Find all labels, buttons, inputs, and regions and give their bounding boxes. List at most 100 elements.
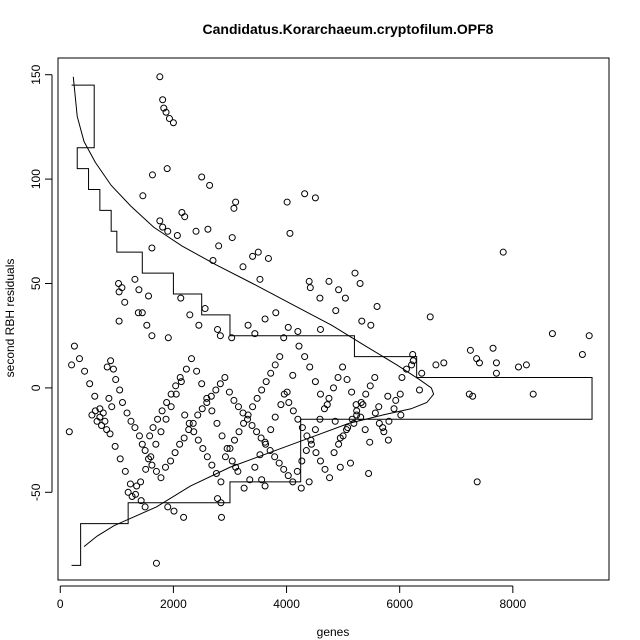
x-tick-label: 6000 (386, 597, 413, 611)
data-point (189, 419, 197, 427)
data-point (254, 248, 262, 256)
data-point (235, 428, 243, 436)
data-point (251, 330, 259, 338)
data-point (306, 363, 314, 371)
data-point (325, 394, 333, 402)
data-point (135, 286, 143, 294)
data-point (96, 413, 104, 421)
data-point (256, 275, 264, 283)
data-point (139, 192, 147, 200)
data-point (353, 411, 361, 419)
data-point (198, 405, 206, 413)
data-point (214, 495, 222, 503)
data-point (283, 198, 291, 206)
data-point (267, 426, 275, 434)
data-point (258, 386, 266, 394)
data-point (275, 459, 283, 467)
data-point (284, 323, 292, 331)
data-point (109, 365, 117, 373)
data-point (294, 328, 302, 336)
data-point (213, 419, 221, 427)
data-point (228, 457, 236, 465)
data-point (341, 294, 349, 302)
data-point (251, 463, 259, 471)
data-point (154, 415, 162, 423)
data-point (148, 244, 156, 252)
data-point (578, 350, 586, 358)
data-point (418, 369, 426, 377)
data-point (301, 353, 309, 361)
data-point (384, 436, 392, 444)
data-point (99, 409, 107, 417)
data-point (371, 373, 379, 381)
density-curve (72, 76, 435, 547)
data-point (172, 382, 180, 390)
data-point (185, 419, 193, 427)
data-point (343, 376, 351, 384)
data-point (492, 359, 500, 367)
data-point (138, 309, 146, 317)
data-point (215, 242, 223, 250)
data-point (348, 415, 356, 423)
data-point (134, 309, 142, 317)
data-point (115, 280, 123, 288)
data-point (181, 213, 189, 221)
data-point (137, 478, 145, 486)
data-point (164, 334, 172, 342)
data-point (135, 432, 143, 440)
data-point (101, 417, 109, 425)
histogram-layer (71, 84, 593, 566)
data-point (514, 363, 522, 371)
data-point (239, 263, 247, 271)
data-point (267, 369, 275, 377)
data-point (262, 378, 270, 386)
x-tick-label: 0 (57, 597, 64, 611)
data-point (164, 503, 172, 511)
data-point (157, 428, 165, 436)
data-point (86, 380, 94, 388)
data-point (335, 286, 343, 294)
data-point (228, 334, 236, 342)
data-point (284, 472, 292, 480)
data-point (148, 461, 156, 469)
points-layer (65, 73, 593, 567)
data-point (203, 394, 211, 402)
data-point (148, 332, 156, 340)
data-point (221, 373, 229, 381)
data-point (339, 432, 347, 440)
data-point (253, 428, 261, 436)
data-point (396, 390, 404, 398)
data-point (294, 415, 302, 423)
data-point (105, 394, 113, 402)
data-point (157, 474, 165, 482)
data-point (180, 434, 188, 442)
data-point (359, 401, 367, 409)
data-point (280, 465, 288, 473)
data-point (176, 440, 184, 448)
data-point (301, 190, 309, 198)
data-point (217, 499, 225, 507)
data-point (128, 492, 136, 500)
data-point (160, 104, 168, 112)
data-point (167, 403, 175, 411)
data-point (116, 455, 124, 463)
data-point (232, 463, 240, 471)
data-point (192, 227, 200, 235)
data-point (280, 334, 288, 342)
data-point (264, 254, 272, 262)
data-point (465, 390, 473, 398)
data-point (320, 405, 328, 413)
data-point (107, 357, 115, 365)
data-point (249, 403, 257, 411)
data-point (226, 444, 234, 452)
data-point (298, 424, 306, 432)
data-point (169, 119, 177, 127)
data-point (162, 108, 170, 116)
data-point (163, 165, 171, 173)
x-tick-label: 8000 (499, 597, 526, 611)
data-point (473, 478, 481, 486)
data-point (244, 321, 252, 329)
data-point (262, 440, 270, 448)
y-tick-label: 150 (29, 64, 43, 84)
data-point (75, 355, 83, 363)
